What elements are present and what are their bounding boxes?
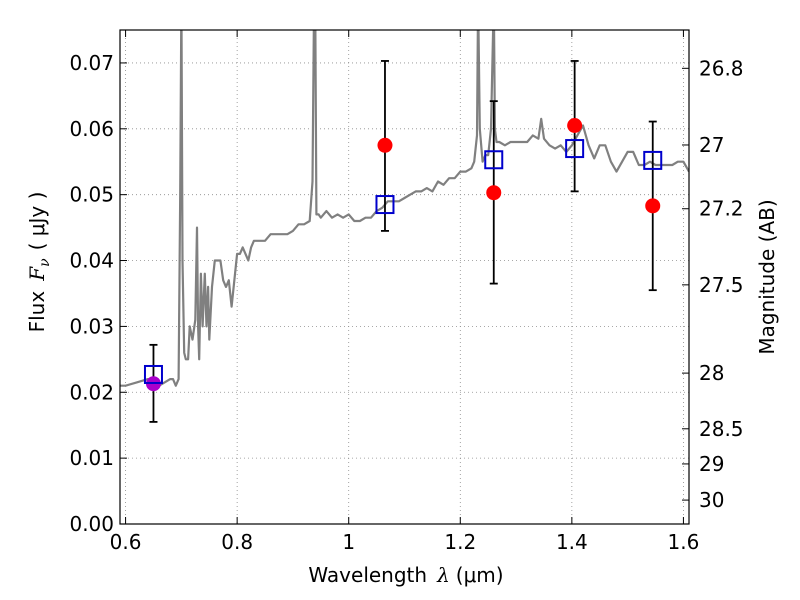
x-tick-label-4: 1.4 — [556, 530, 588, 554]
y-tick-label-2: 0.02 — [69, 380, 114, 404]
x-axis-title-text: Wavelength — [308, 563, 427, 587]
y2-tick-label-2: 27.2 — [699, 197, 744, 221]
y2-axis-title: Magnitude (AB) — [755, 199, 779, 354]
x-tick-label-2: 1 — [342, 530, 355, 554]
axes: 0.6 0.8 1 1.2 1.4 1.6 0.00 0.01 0.02 0.03 0.04 0.05… — [69, 29, 744, 554]
plot-frame — [119, 29, 690, 525]
y-axis-title-unit: ( μJy ) — [25, 192, 49, 251]
y-axis-title-subscript: ν — [37, 258, 53, 267]
x-axis-title-symbol: λ — [436, 563, 450, 587]
synthetic-point-2 — [484, 150, 504, 170]
synthetic-point-4 — [643, 150, 663, 170]
y-axis-title-symbol: F — [25, 266, 49, 282]
y2-tick-label-1: 27 — [699, 133, 724, 157]
y2-tick-label-6: 29 — [699, 452, 724, 476]
y-tick-label-0: 0.00 — [69, 512, 114, 536]
synthetic-point-1 — [375, 195, 395, 215]
y2-tick-label-5: 28.5 — [699, 417, 744, 441]
observed-point-1 — [377, 137, 393, 153]
data-series — [120, 30, 689, 423]
y2-tick-label-7: 30 — [699, 488, 724, 512]
y-axis-title: Flux Fν ( μJy ) — [25, 192, 53, 333]
x-axis-title: Wavelength λ (μm) — [308, 563, 503, 587]
plot-area — [120, 30, 689, 423]
y-tick-label-4: 0.04 — [69, 249, 114, 273]
observed-point-2 — [486, 185, 502, 201]
x-tick-label-3: 1.2 — [444, 530, 476, 554]
observed-point-4 — [645, 198, 661, 214]
model-spectrum-line — [120, 30, 689, 387]
x-tick-label-5: 1.6 — [668, 530, 700, 554]
x-axis-title-unit: (μm) — [456, 563, 504, 587]
x-tick-label-1: 0.8 — [221, 530, 253, 554]
synthetic-point-3 — [565, 139, 585, 159]
observed-point-3 — [567, 118, 583, 134]
y2-tick-label-3: 27.5 — [699, 273, 744, 297]
y-tick-label-7: 0.07 — [69, 51, 114, 75]
y-tick-label-3: 0.03 — [69, 314, 114, 338]
y-tick-label-5: 0.05 — [69, 183, 114, 207]
y-axis-title-text: Flux — [25, 291, 49, 333]
y2-tick-label-4: 28 — [699, 361, 724, 385]
x-tick-label-0: 0.6 — [110, 530, 142, 554]
y-tick-label-1: 0.01 — [69, 446, 114, 470]
y2-tick-label-0: 26.8 — [699, 56, 744, 80]
synthetic-point-0 — [143, 364, 163, 384]
y-tick-label-6: 0.06 — [69, 117, 114, 141]
